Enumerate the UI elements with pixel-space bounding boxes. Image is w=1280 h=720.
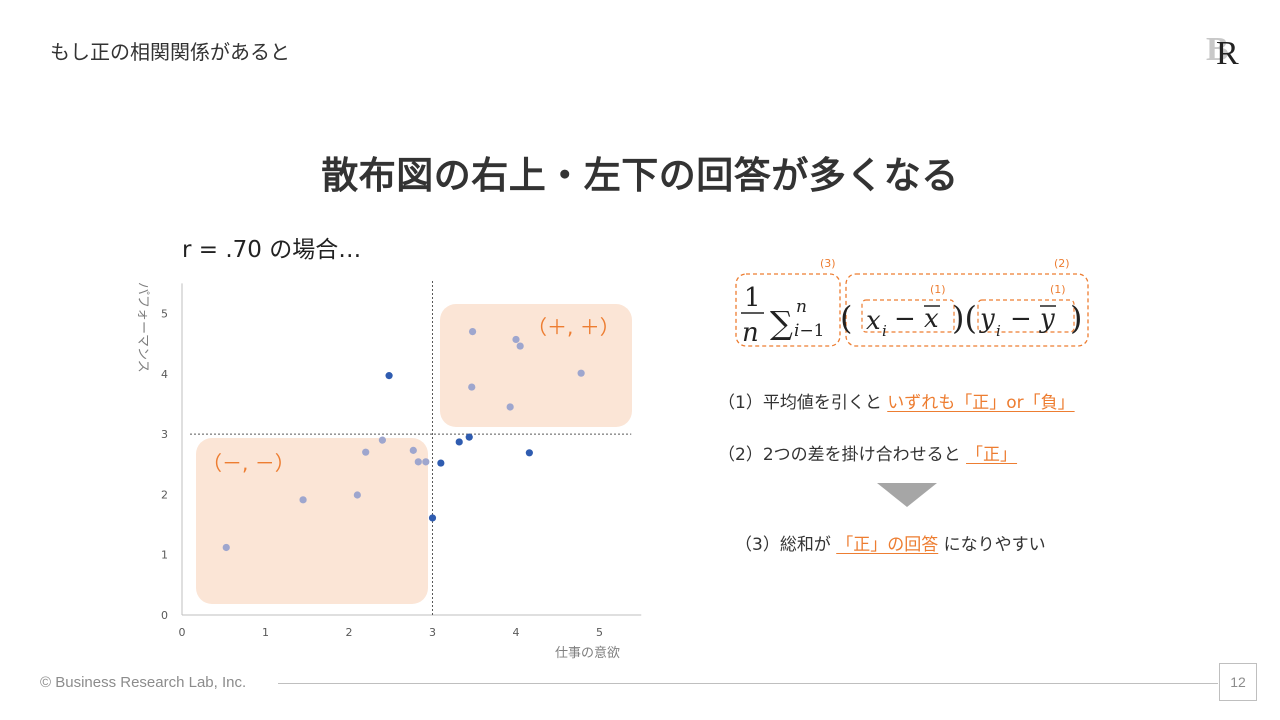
- scatter-point: [422, 458, 430, 466]
- deviation-x-label: (1): [930, 283, 946, 296]
- deviation-y-label: (1): [1050, 283, 1066, 296]
- scatter-chart-svg: （＋, ＋） （－, －） 0 1 2 3 4 5 0 1 2 3 4 5 仕事の意欲 パフォーマンス: [135, 279, 642, 661]
- scatter-point: [525, 449, 533, 457]
- x-axis-title: 仕事の意欲: [555, 645, 620, 661]
- note-step-1: （1）平均値を引くと いずれも「正」or「負」: [718, 388, 1075, 413]
- note-step-2-text: （2）2つの差を掛け合わせると: [718, 445, 967, 465]
- formula-expression: 1 n ∑ n i−1 ( x i − x )( y i − y ): [741, 283, 1082, 348]
- svg-text:y: y: [979, 304, 995, 334]
- scatter-point: [353, 491, 361, 499]
- scatter-point: [468, 383, 476, 391]
- svg-text:x: x: [866, 306, 881, 336]
- scatter-point: [385, 372, 393, 380]
- product-label: (2): [1054, 257, 1070, 270]
- correlation-case-label: r = .70 の場合…: [182, 237, 362, 263]
- page-number: 12: [1219, 663, 1257, 701]
- x-tick-label: 3: [429, 626, 436, 639]
- note-step-3-highlight: 「正」の回答: [836, 535, 939, 555]
- scatter-point: [465, 433, 473, 441]
- note-step-1-text: （1）平均値を引くと: [718, 393, 888, 413]
- y-tick-label: 4: [161, 368, 168, 381]
- scatter-point: [362, 448, 370, 456]
- svg-text:1: 1: [744, 283, 761, 313]
- scatter-point: [299, 496, 307, 504]
- covariance-formula: (3) (2) (1) (1) 1 n ∑ n i−1 ( x i − x )(…: [735, 257, 1089, 348]
- note-step-3-text: （3）総和が: [735, 535, 837, 555]
- svg-text:i: i: [996, 322, 1001, 340]
- note-step-3-suffix: になりやすい: [938, 535, 1046, 555]
- deviation-y-box: [977, 299, 1075, 333]
- outer-label: (3): [820, 257, 836, 270]
- scatter-chart: （＋, ＋） （－, －） 0 1 2 3 4 5 0 1 2 3 4 5 仕事の意欲 パフォーマンス: [120, 270, 660, 670]
- copyright: © Business Research Lab, Inc.: [40, 674, 247, 691]
- y-tick-label: 5: [161, 308, 168, 321]
- down-arrow-icon: [877, 483, 937, 507]
- svg-text:(: (: [840, 299, 852, 337]
- svg-text:i: i: [882, 322, 887, 340]
- note-step-2: （2）2つの差を掛け合わせると 「正」: [718, 440, 1017, 465]
- svg-text:−: −: [1010, 304, 1032, 334]
- scatter-point: [222, 543, 230, 552]
- scatter-point: [516, 342, 524, 350]
- svg-text:y: y: [1039, 304, 1055, 334]
- y-tick-label: 3: [161, 428, 168, 441]
- y-tick-label: 1: [161, 549, 168, 562]
- outer-sum-box: [735, 273, 841, 347]
- scatter-point: [428, 514, 437, 522]
- scatter-point: [414, 458, 422, 466]
- note-step-1-highlight: いずれも「正」or「負」: [887, 393, 1075, 413]
- scatter-point: [506, 403, 514, 411]
- y-tick-label: 2: [161, 488, 168, 501]
- y-tick-label: 0: [161, 609, 168, 622]
- scatter-point: [378, 436, 386, 444]
- product-box: [845, 273, 1089, 347]
- note-step-2-highlight: 「正」: [966, 445, 1018, 465]
- headline: 散布図の右上・左下の回答が多くなる: [321, 154, 959, 197]
- x-tick-label: 2: [346, 626, 353, 639]
- svg-text:x: x: [924, 304, 939, 334]
- x-tick-label: 1: [262, 626, 269, 639]
- svg-text:R: R: [1216, 35, 1239, 70]
- svg-text:∑: ∑: [770, 304, 793, 342]
- x-tick-label: 5: [596, 626, 603, 639]
- scatter-point: [455, 438, 463, 446]
- negative-quadrant-label: （－, －）: [202, 451, 295, 475]
- svg-text:i−1: i−1: [794, 321, 825, 341]
- scatter-point: [512, 335, 520, 344]
- deviation-x-box: [861, 299, 955, 333]
- scatter-point: [437, 459, 445, 467]
- svg-text:n: n: [796, 297, 807, 317]
- svg-text:B: B: [1206, 31, 1229, 68]
- scatter-point: [409, 446, 417, 454]
- x-tick-label: 0: [179, 626, 186, 639]
- svg-text:): ): [1070, 299, 1082, 337]
- y-axis-title: パフォーマンス: [135, 282, 150, 373]
- footer-divider: [278, 683, 1218, 684]
- company-logo: B R: [1206, 31, 1239, 70]
- svg-text:−: −: [894, 304, 916, 334]
- note-step-3: （3）総和が 「正」の回答 になりやすい: [735, 530, 1046, 555]
- scatter-point: [577, 369, 585, 377]
- svg-text:)(: )(: [952, 299, 977, 337]
- negative-quadrant-box: [196, 438, 428, 604]
- svg-text:n: n: [742, 318, 759, 348]
- positive-quadrant-label: （＋, ＋）: [527, 315, 620, 339]
- scatter-point: [468, 327, 477, 336]
- slide-title: もし正の相関関係があると: [50, 40, 290, 64]
- positive-quadrant-box: [440, 304, 632, 427]
- x-tick-label: 4: [513, 626, 520, 639]
